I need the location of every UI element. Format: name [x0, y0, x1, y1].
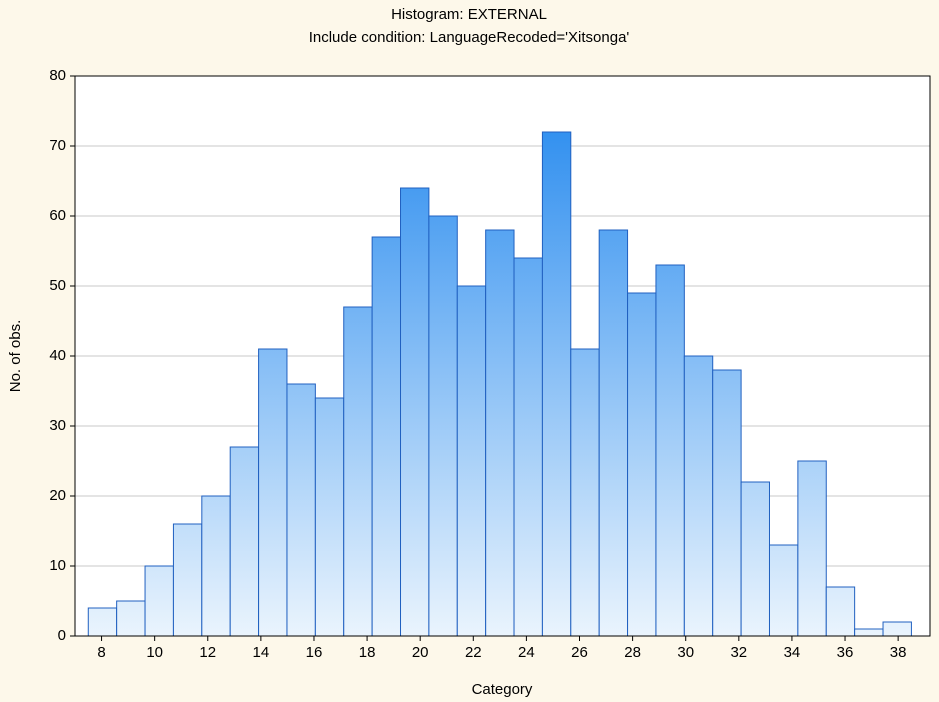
bar: [87, 607, 118, 637]
bar: [797, 460, 827, 637]
bar: [144, 565, 174, 637]
x-tick-label: 24: [518, 644, 535, 661]
y-tick-label: 70: [49, 137, 66, 154]
y-tick-label: 20: [49, 487, 66, 504]
bar: [258, 348, 288, 637]
y-tick-label: 10: [49, 557, 66, 574]
bar: [201, 495, 231, 637]
bar: [655, 264, 685, 637]
bar: [286, 383, 316, 637]
bar: [116, 600, 146, 637]
x-tick-label: 16: [306, 644, 323, 661]
bar: [825, 586, 856, 637]
x-tick-label: 18: [359, 644, 376, 661]
bar: [570, 348, 600, 637]
bar: [371, 236, 402, 637]
y-tick-label: 80: [49, 67, 66, 84]
bar: [343, 306, 373, 637]
x-tick-label: 32: [730, 644, 747, 661]
bar: [314, 397, 345, 637]
y-tick-label: 60: [49, 207, 66, 224]
bar: [513, 257, 543, 637]
x-tick-label: 10: [146, 644, 163, 661]
x-tick-label: 30: [677, 644, 694, 661]
bar: [768, 544, 799, 637]
y-tick-label: 30: [49, 417, 66, 434]
x-tick-label: 12: [199, 644, 216, 661]
bar: [740, 481, 770, 637]
bar: [229, 446, 260, 637]
bar: [400, 187, 430, 637]
bar: [683, 355, 714, 637]
x-tick-label: 38: [890, 644, 907, 661]
x-tick-label: 34: [784, 644, 801, 661]
bar: [428, 215, 458, 637]
x-tick-label: 28: [624, 644, 641, 661]
bar: [456, 285, 487, 637]
x-tick-label: 20: [412, 644, 429, 661]
chart-subtitle: Include condition: LanguageRecoded='Xits…: [309, 29, 630, 46]
x-tick-label: 36: [837, 644, 854, 661]
y-tick-label: 40: [49, 347, 66, 364]
x-axis-label: Category: [472, 681, 533, 698]
bar: [712, 369, 742, 637]
x-tick-label: 22: [465, 644, 482, 661]
y-tick-label: 50: [49, 277, 66, 294]
x-tick-label: 26: [571, 644, 588, 661]
bar: [541, 131, 572, 637]
bar: [882, 621, 912, 637]
bar: [598, 229, 629, 637]
bar: [854, 628, 884, 637]
bar: [627, 292, 657, 637]
plot-frame: [74, 75, 931, 637]
bar: [485, 229, 515, 637]
x-tick-label: 8: [97, 644, 105, 661]
chart-title: Histogram: EXTERNAL: [391, 6, 547, 23]
bar: [172, 523, 203, 637]
x-tick-label: 14: [253, 644, 270, 661]
y-tick-label: 0: [58, 627, 66, 644]
y-axis-label: No. of obs.: [7, 320, 24, 393]
